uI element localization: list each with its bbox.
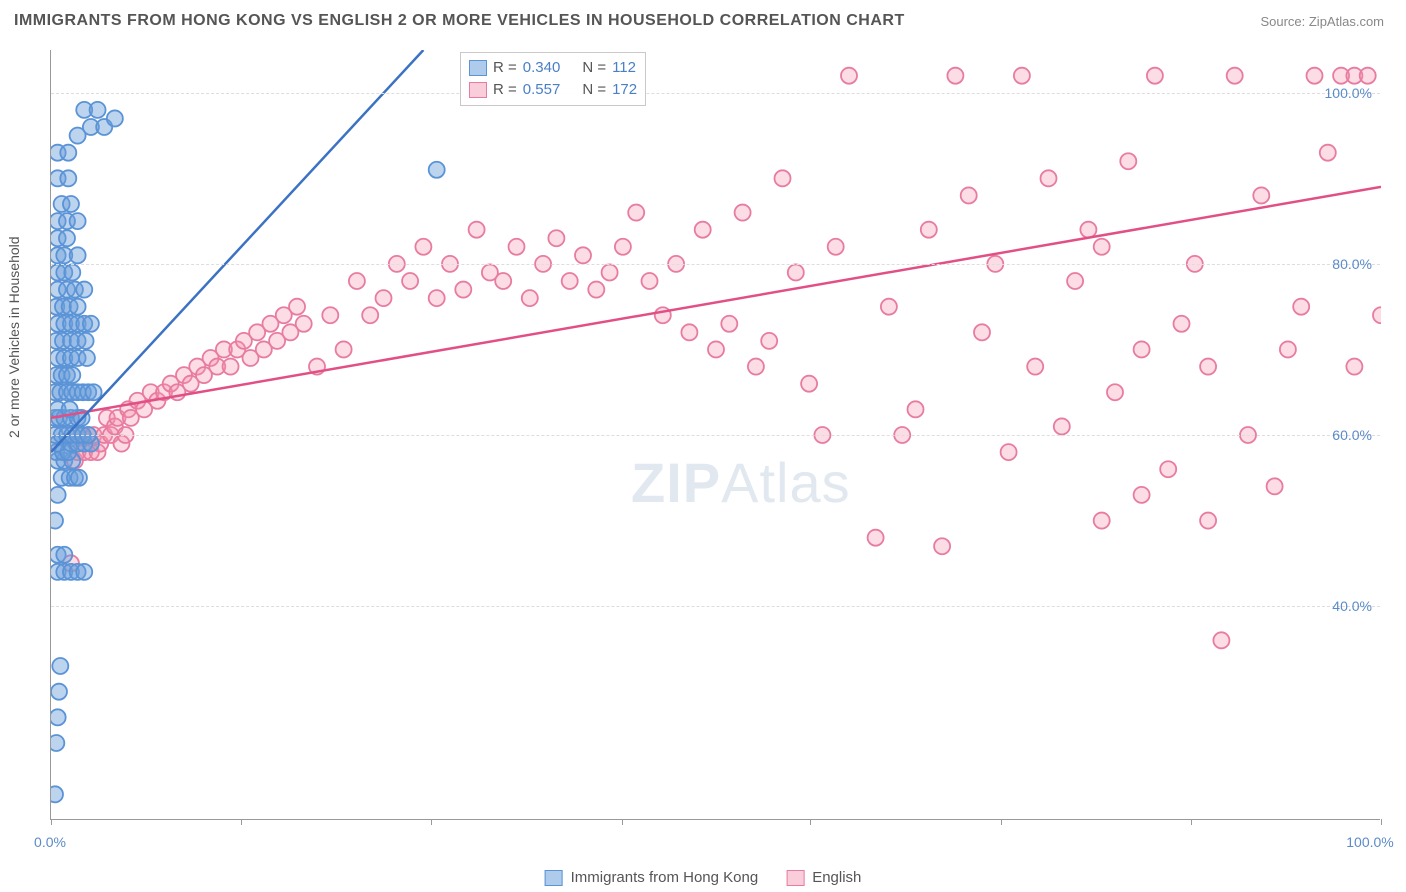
stats-legend-row: R = 0.340 N = 112: [469, 57, 637, 79]
swatch-pink: [469, 82, 487, 98]
y-tick-label: 100.0%: [1325, 85, 1372, 101]
source-attribution: Source: ZipAtlas.com: [1260, 14, 1384, 29]
y-tick-label: 60.0%: [1332, 427, 1372, 443]
y-tick-label: 80.0%: [1332, 256, 1372, 272]
x-tick-label: 100.0%: [1346, 834, 1393, 850]
x-tick-label: 0.0%: [34, 834, 66, 850]
chart-title: IMMIGRANTS FROM HONG KONG VS ENGLISH 2 O…: [14, 12, 905, 30]
y-tick-label: 40.0%: [1332, 598, 1372, 614]
legend-label: Immigrants from Hong Kong: [571, 869, 759, 886]
legend-item-pink: English: [786, 869, 861, 886]
stats-legend-row: R = 0.557 N = 172: [469, 79, 637, 101]
swatch-blue-icon: [545, 870, 563, 886]
stats-legend: R = 0.340 N = 112 R = 0.557 N = 172: [460, 52, 646, 106]
legend-item-blue: Immigrants from Hong Kong: [545, 869, 759, 886]
legend-label: English: [812, 869, 861, 886]
swatch-blue: [469, 60, 487, 76]
series-legend: Immigrants from Hong Kong English: [545, 869, 862, 886]
chart-plot-area: ZIPAtlas 40.0%60.0%80.0%100.0%: [50, 50, 1380, 820]
y-axis-label: 2 or more Vehicles in Household: [6, 236, 22, 438]
swatch-pink-icon: [786, 870, 804, 886]
